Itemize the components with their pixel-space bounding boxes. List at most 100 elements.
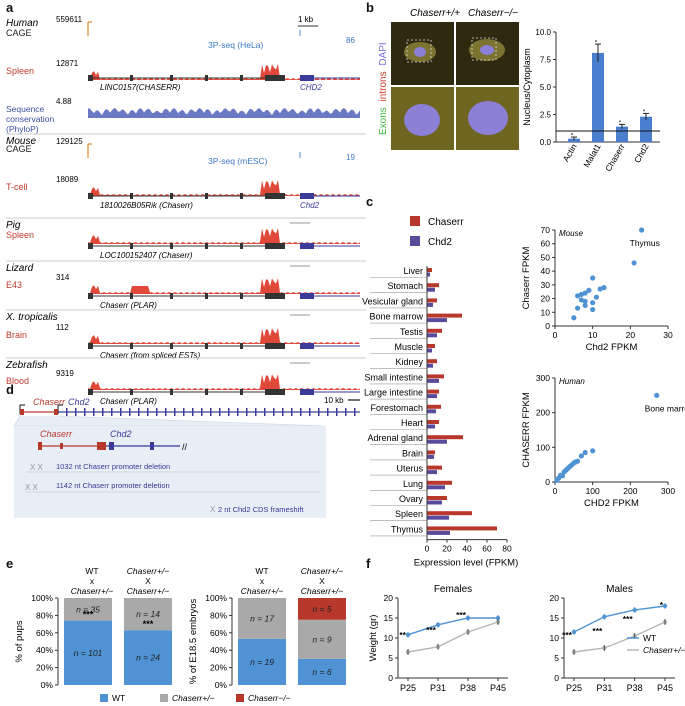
x-tick-label: 20 [626,330,636,340]
exon [130,75,133,81]
human-scatter-plot: 0 100 200 300 0 100 200 300 Human CHD2 FPKM CHASER… [521,373,685,509]
y-axis-label: % of pups [14,620,25,662]
bar-chd2 [427,333,437,338]
y-tick-label: 60% [36,628,53,638]
data-point [643,109,645,112]
x-tick-label: 60 [482,544,492,554]
exon [240,389,243,395]
exon [120,408,122,416]
legend-het: Chaserr+/− [172,693,215,703]
exon [300,243,314,249]
d-gene-chd2: Chd2 [68,397,90,407]
exon [255,408,257,416]
scatter-point [582,449,588,456]
y-axis-label: CHASERR FPKM [521,392,532,468]
embryos-stacked-bar: 0% 20% 40% 60% 80% 100% % of E18.5 embryos n = … [188,593,346,690]
d-note-1: 1032 nt Chaserr promoter deletion [56,462,170,471]
category-label: Adrenal gland [367,433,423,443]
bar-malat1 [592,52,604,142]
exon [138,408,140,416]
scatter-point [582,290,588,296]
bar-chaserr [427,374,444,379]
col-label-ko: Chaserr−/− [468,8,518,19]
y-tick-label: 20% [36,663,53,673]
y-tick-label: 20 [550,593,560,603]
x-tick-label: P38 [460,683,476,693]
exon [240,343,243,349]
bar-chaserr [427,404,441,409]
exon [129,408,131,416]
series-line [573,621,666,653]
y-tick-label: 200 [536,408,550,418]
stacked-segment [298,598,346,620]
legend-swatch [410,216,420,226]
exon [228,408,230,416]
exon [265,343,285,349]
rna-seq-track [88,328,360,344]
category-label: Small intestine [364,372,423,382]
exon [88,243,93,249]
significance-marker: ** [399,630,406,640]
nucleus-shape [404,104,440,136]
cross-3-x: x [260,576,265,586]
x-axis-label: CHD2 FPKM [584,498,639,509]
bar-chaserr [427,359,437,364]
exon [38,442,42,450]
exon [345,408,347,416]
y-tick-label: 50 [541,252,551,262]
y-tick-label: 100% [205,593,227,603]
track-label: Blood [6,376,29,386]
exon [282,408,284,416]
legend-ko: Chaserr−/− [248,693,291,703]
legend-swatch [410,236,420,246]
d-zoom-chaserr: Chaserr [40,429,73,439]
panel-e-letter: e [6,556,13,571]
x-tick-label: P31 [430,683,446,693]
scatter-title: Human [559,377,585,386]
exon [318,408,320,416]
bar-chd2 [427,318,447,323]
y-tick-label: 60 [541,239,551,249]
exon [265,243,285,249]
y-tick-label: 20 [541,294,551,304]
series-line [407,617,498,636]
y-axis-label: Chaserr FPKM [521,247,532,310]
nucleus-shape [468,101,508,135]
exon [265,193,285,199]
y-tick-label: 40% [36,645,53,655]
bar-chaserr [427,480,452,485]
y-tick-label: 15 [550,613,560,623]
x-mark: X X [25,483,39,492]
exon [210,408,212,416]
cross-3-b: Chaserr+/− [241,586,284,596]
scatter-point [601,285,607,291]
d-note-2: 1142 nt Chaserr promoter deletion [56,481,170,490]
y-axis-label: Weight (gr) [368,615,379,662]
bar-chd2 [427,500,442,505]
exon [265,293,285,299]
stacked-segment [238,598,286,639]
y-tick-label: 20 [384,593,394,603]
cross-4-x: X [319,576,325,586]
panel-f-letter: f [366,556,371,571]
stacked-segment [238,638,286,685]
bar-chd2 [427,470,437,475]
y-tick-label: 80% [36,610,53,620]
point-annotation: Bone marrow [645,403,685,413]
species-label: Lizard [6,263,34,274]
y-tick-label: 7.5 [540,56,552,65]
data-point [571,133,573,136]
bar-chd2 [427,378,439,383]
gene-label: LINC0157(CHASERR) [100,83,181,92]
exon [205,243,208,249]
legend-wt: WT [112,693,125,703]
x-tick-label: 40 [462,544,472,554]
females-line-chart: Females 0 5 10 15 20 P25 P31 P38 P45 Weight (gr) **… [368,584,508,693]
stacked-segment [124,630,172,685]
bar-chaserr [616,126,628,142]
track-scale: 18089 [56,175,79,184]
exon [246,408,248,416]
expression-bar-chart: Chaserr Chd2 Liver Stomach Vesicular gland Bo… [362,216,518,569]
gene-label: LOC100152407 (Chaserr) [100,251,193,260]
